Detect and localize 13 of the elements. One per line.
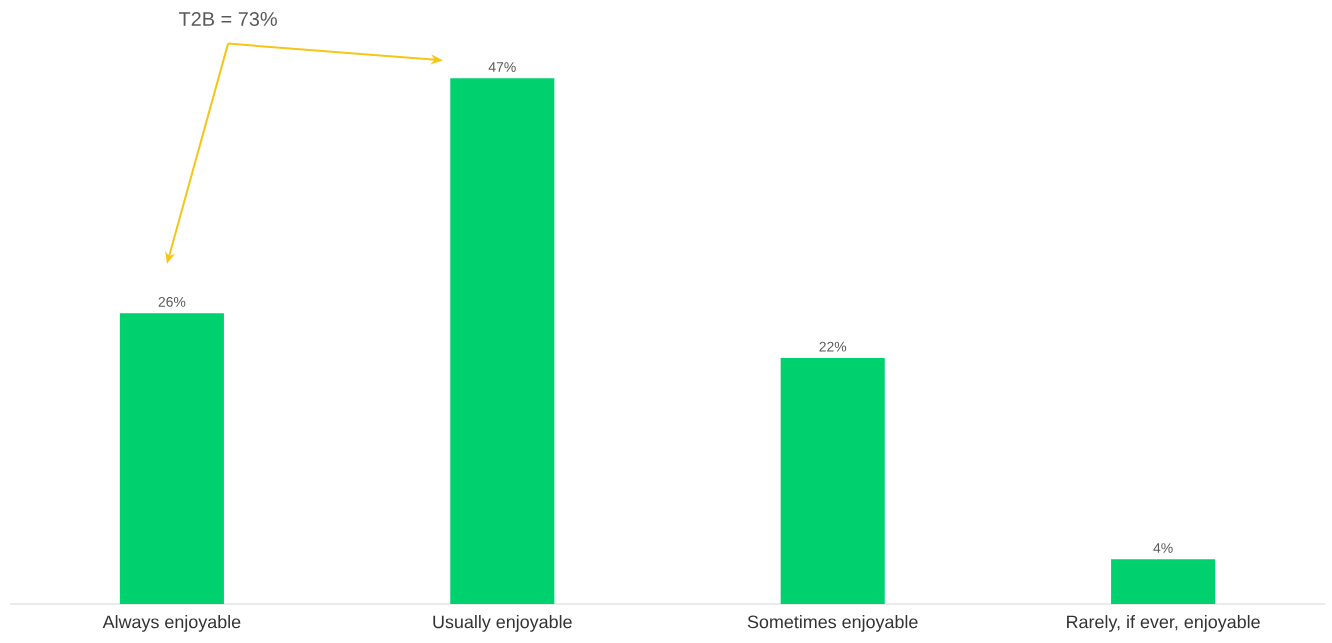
bar — [450, 78, 555, 604]
data-label: 26% — [158, 296, 186, 307]
x-tick-label: Rarely, if ever, enjoyable — [1067, 615, 1260, 632]
bar — [1111, 559, 1216, 604]
x-tick-label: Usually enjoyable — [433, 615, 572, 632]
x-tick-label: Sometimes enjoyable — [747, 615, 918, 632]
data-label: 4% — [1153, 543, 1173, 553]
x-tick-label: Always enjoyable — [102, 615, 241, 632]
text: T2B = 73% — [178, 11, 277, 27]
bar — [119, 313, 224, 604]
bar — [780, 357, 885, 604]
data-label: 47% — [488, 62, 516, 72]
data-label: 22% — [819, 341, 847, 352]
